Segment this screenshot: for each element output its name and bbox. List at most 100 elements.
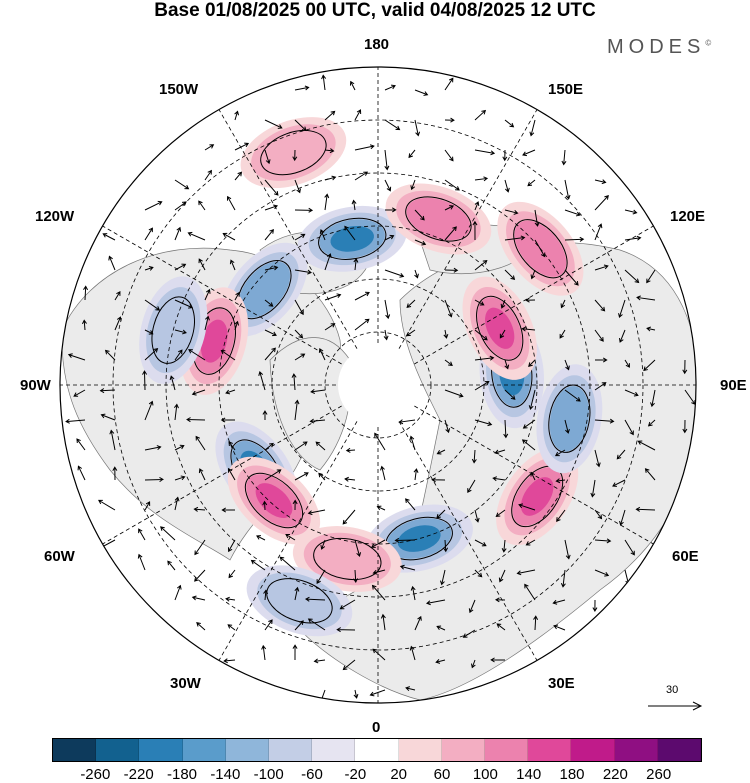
- wind-arrow: [435, 659, 446, 664]
- positive-anomaly: [485, 307, 515, 349]
- wind-arrow: [444, 226, 457, 241]
- wind-arrow: [472, 220, 478, 241]
- wind-arrow: [167, 560, 176, 571]
- wind-arrow: [564, 179, 571, 200]
- wind-arrow: [112, 466, 118, 481]
- lon-label-30w: 30W: [170, 675, 201, 692]
- wind-arrow: [98, 499, 116, 511]
- wind-arrow: [474, 355, 495, 361]
- brand-text: MODES: [607, 36, 706, 58]
- wind-arrow: [142, 370, 148, 391]
- wind-arrow: [504, 235, 526, 241]
- wind-arrow: [522, 149, 536, 157]
- negative-anomaly: [238, 261, 291, 318]
- wind-arrow: [144, 477, 164, 483]
- wind-arrow: [529, 119, 536, 137]
- wind-arrow: [594, 195, 609, 211]
- wind-arrow: [371, 584, 386, 601]
- wind-arrow: [138, 528, 146, 541]
- wind-arrow: [495, 509, 506, 517]
- meridian-line: [102, 225, 379, 386]
- wind-arrow: [324, 293, 342, 301]
- wind-arrow: [527, 179, 536, 187]
- wind-arrow: [619, 509, 626, 526]
- anomaly-contour: [151, 296, 195, 364]
- wind-arrow: [504, 359, 510, 370]
- wind-arrow: [198, 258, 206, 271]
- meridian-line: [377, 384, 538, 661]
- wind-arrow: [174, 226, 182, 241]
- wind-arrow: [612, 479, 626, 487]
- lon-label-180: 180: [364, 36, 390, 53]
- colorbar-tick-label: -180: [166, 766, 198, 783]
- colorbar: [52, 738, 702, 762]
- wind-arrow: [354, 539, 362, 557]
- wind-arrow: [234, 110, 240, 121]
- wind-arrow: [353, 257, 359, 271]
- wind-arrow: [384, 269, 405, 278]
- wind-vectors: [65, 74, 696, 703]
- wind-arrow: [646, 326, 656, 332]
- wind-arrow: [376, 505, 386, 511]
- anomaly-field: [139, 117, 603, 637]
- map-border: [59, 66, 697, 704]
- wind-arrow: [169, 375, 176, 391]
- wind-arrow: [500, 299, 506, 309]
- wind-arrow: [635, 506, 656, 512]
- wind-arrow: [264, 119, 283, 129]
- wind-arrow: [354, 291, 370, 301]
- colorbar-tick-label: 260: [646, 766, 672, 783]
- wind-arrow: [444, 117, 455, 123]
- wind-arrow: [144, 501, 151, 511]
- wind-arrow: [504, 389, 516, 400]
- wind-arrow: [564, 236, 585, 242]
- wind-arrow: [380, 613, 386, 631]
- wind-arrow: [339, 599, 356, 610]
- wind-arrow: [384, 84, 396, 91]
- wind-arrow: [321, 74, 327, 91]
- wind-arrow: [564, 209, 581, 217]
- colorbar-tick-label: -20: [344, 766, 367, 783]
- wind-arrow: [524, 583, 536, 601]
- wind-arrow: [553, 624, 566, 631]
- meridian-line: [218, 384, 379, 661]
- wind-arrow: [262, 500, 268, 511]
- wind-arrow: [77, 465, 86, 481]
- wind-arrow: [318, 347, 326, 361]
- wind-arrow: [228, 539, 236, 553]
- wind-arrow: [353, 569, 359, 583]
- wind-arrow: [504, 119, 515, 128]
- wind-arrow: [470, 659, 476, 669]
- wind-arrow: [76, 438, 86, 451]
- wind-arrow: [174, 201, 187, 211]
- wind-arrow: [173, 403, 179, 421]
- wind-arrow: [564, 419, 570, 434]
- wind-arrow: [67, 353, 86, 361]
- wind-arrow: [198, 200, 206, 211]
- wind-arrow: [294, 299, 304, 316]
- anomaly-contour: [405, 196, 472, 242]
- wind-arrow: [160, 526, 176, 541]
- lon-label-90w: 90W: [20, 377, 51, 394]
- wind-arrow: [414, 269, 419, 279]
- wind-arrow: [409, 645, 416, 661]
- colorbar-tick-label: 140: [516, 766, 542, 783]
- wind-arrow: [174, 329, 187, 335]
- lon-label-30e: 30E: [548, 675, 575, 692]
- wind-arrow: [104, 349, 116, 361]
- wind-arrow: [264, 619, 273, 631]
- wind-arrow: [261, 644, 267, 661]
- colorbar-swatch: [441, 739, 486, 761]
- wind-arrow: [436, 625, 446, 631]
- anomaly-contour: [266, 578, 333, 624]
- wind-arrow: [344, 476, 356, 482]
- wind-arrow: [292, 644, 298, 661]
- wind-arrow: [195, 435, 206, 451]
- wind-arrow: [264, 299, 274, 307]
- wind-arrow: [342, 509, 356, 525]
- wind-arrow: [370, 539, 386, 548]
- wind-arrow: [144, 299, 161, 311]
- wind-arrow: [624, 539, 635, 556]
- meridian-line: [102, 384, 379, 545]
- wind-arrow: [227, 624, 236, 631]
